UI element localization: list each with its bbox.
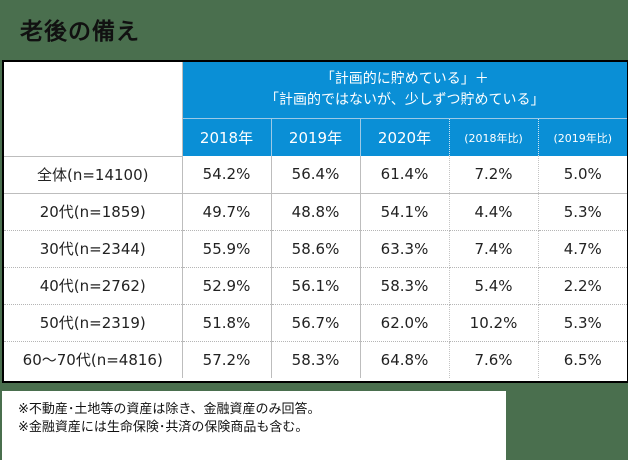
table-row: 20代(n=1859) 49.7% 48.8% 54.1% 4.4% 5.3% — [4, 193, 628, 231]
cell: 63.3% — [360, 230, 450, 268]
table-row: 60〜70代(n=4816) 57.2% 58.3% 64.8% 7.6% 6.… — [4, 341, 627, 378]
cell: 61.4% — [360, 156, 450, 194]
footnotes: ※不動産･土地等の資産は除き、金融資産のみ回答。 ※金融資産には生命保険･共済の… — [2, 391, 506, 460]
row-label: 30代(n=2344) — [4, 230, 183, 268]
row-label: 20代(n=1859) — [4, 193, 183, 231]
cell: 49.7% — [182, 193, 272, 231]
row-label: 40代(n=2762) — [4, 267, 183, 305]
cell: 58.3% — [360, 267, 450, 305]
cell: 5.0% — [538, 156, 628, 194]
col-header-2020: 2020年 — [360, 118, 450, 156]
cell: 64.8% — [360, 341, 450, 378]
cell: 56.4% — [271, 156, 361, 194]
cell: 54.1% — [360, 193, 450, 231]
cell: 7.6% — [449, 341, 539, 378]
cell: 4.7% — [538, 230, 628, 268]
cell: 55.9% — [182, 230, 272, 268]
cell: 52.9% — [182, 267, 272, 305]
table-main-header: 「計画的に貯めている」＋ 「計画的ではないが、少しずつ貯めている」 — [182, 62, 628, 119]
cell: 6.5% — [563, 350, 602, 369]
col-header-2018: 2018年 — [182, 118, 272, 156]
cell: 51.8% — [182, 304, 272, 342]
corner-cell — [4, 62, 183, 119]
table-row: 50代(n=2319) 51.8% 56.7% 62.0% 10.2% 5.3% — [4, 304, 628, 342]
cell: 58.3% — [271, 341, 361, 378]
header-line-2: 「計画的ではないが、少しずつ貯めている」 — [265, 92, 545, 108]
row-label: 全体(n=14100) — [4, 156, 183, 194]
footnote: ※不動産･土地等の資産は除き、金融資産のみ回答。 — [18, 402, 321, 417]
cell: 62.0% — [360, 304, 450, 342]
cell: 4.4% — [449, 193, 539, 231]
cell: 2.2% — [538, 267, 628, 305]
col-header-vs-2019: (2019年比) — [538, 118, 628, 156]
cell: 57.2% — [182, 341, 272, 378]
header-line-1: 「計画的に貯めている」＋ — [320, 71, 489, 87]
table-row: 40代(n=2762) 52.9% 56.1% 58.3% 5.4% 2.2% — [4, 267, 628, 305]
row-label: 60〜70代(n=4816) — [4, 341, 183, 378]
col-header-2019: 2019年 — [271, 118, 361, 156]
savings-table: 「計画的に貯めている」＋ 「計画的ではないが、少しずつ貯めている」 2018年 … — [2, 60, 628, 383]
cell: 5.3% — [538, 193, 628, 231]
cell: 5.4% — [449, 267, 539, 305]
cell: 48.8% — [271, 193, 361, 231]
table-row: 30代(n=2344) 55.9% 58.6% 63.3% 7.4% 4.7% — [4, 230, 628, 268]
cell: 54.2% — [182, 156, 272, 194]
cell: 5.3% — [538, 304, 628, 342]
cell: 58.6% — [271, 230, 361, 268]
cell: 7.4% — [449, 230, 539, 268]
cell: 7.2% — [449, 156, 539, 194]
col-header-vs-2018: (2018年比) — [449, 118, 539, 156]
footnote: ※金融資産には生命保険･共済の保険商品も含む。 — [18, 420, 309, 435]
cell: 56.1% — [271, 267, 361, 305]
table-row: 全体(n=14100) 54.2% 56.4% 61.4% 7.2% 5.0% — [4, 156, 628, 194]
row-label: 50代(n=2319) — [4, 304, 183, 342]
corner-cell-lower — [4, 118, 183, 157]
page-title: 老後の備え — [20, 19, 140, 45]
cell: 56.7% — [271, 304, 361, 342]
cell: 10.2% — [449, 304, 539, 342]
